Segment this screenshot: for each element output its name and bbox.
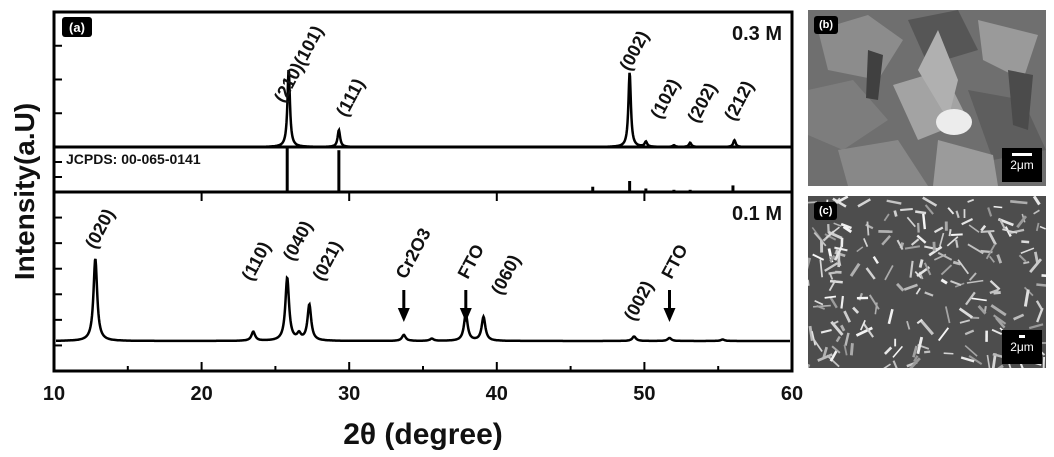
x-tick-label: 60 [781, 383, 803, 405]
flake-texture [808, 10, 1046, 186]
peak-label: (102) [647, 75, 684, 122]
x-tick-label: 40 [486, 383, 508, 405]
x-tick-label: 30 [338, 383, 360, 405]
peak-label: (111) [332, 75, 368, 120]
scale-bar-c: 2μm [1002, 330, 1042, 364]
panel-label-a: (a) [69, 20, 85, 35]
y-axis-title: Intensity(a.U) [9, 103, 40, 280]
peak-label: (021) [309, 237, 346, 284]
x-tick-label: 20 [190, 383, 212, 405]
x-tick-label: 50 [633, 383, 655, 405]
annotation-label: Cr2O3 [392, 225, 435, 282]
panel-label-0.3M: 0.3 M [732, 23, 782, 45]
annotation-label: FTO [657, 241, 691, 282]
scale-bar-label: 2μm [1010, 340, 1034, 354]
panel-label-b: (b) [814, 16, 839, 34]
annotation-arrow-head [663, 308, 676, 322]
annotation-arrow-head [459, 308, 472, 322]
scale-bar-line [1019, 335, 1025, 338]
x-tick-label: 10 [43, 383, 65, 405]
reference-label: JCPDS: 00-065-0141 [66, 151, 201, 167]
annotation-label: FTO [454, 241, 488, 282]
x-axis-title: 2θ (degree) [343, 418, 503, 451]
peak-label: (002) [616, 27, 653, 74]
xrd-plot: 10 20 30 40 50 600.3 M(210)(101) (111)(002)(10… [9, 10, 803, 451]
xrd-line-0.3M [56, 69, 790, 149]
panel-label-c: (c) [814, 202, 838, 220]
xrd-line-0.1M [56, 258, 790, 343]
rod-texture [808, 196, 1046, 368]
peak-label: (040) [279, 217, 316, 264]
sem-image-c: (c) 2μm [808, 196, 1046, 368]
panel-label-0.1M: 0.1 M [732, 203, 782, 225]
peak-label: (002) [620, 277, 657, 324]
scale-bar-b: 2μm [1002, 148, 1042, 182]
peak-label: (202) [683, 79, 720, 126]
scale-bar-line [1012, 153, 1032, 156]
panel-label-box [62, 17, 92, 37]
sem-image-b: (b) 2μm [808, 10, 1046, 186]
peak-label: (210)(101) [270, 22, 327, 106]
peak-label: (110) [238, 238, 275, 284]
annotation-arrow-head [397, 308, 410, 322]
peak-label: (060) [487, 251, 524, 298]
peak-label: (212) [720, 77, 757, 124]
scale-bar-label: 2μm [1010, 158, 1034, 172]
peak-label: (020) [81, 205, 118, 252]
